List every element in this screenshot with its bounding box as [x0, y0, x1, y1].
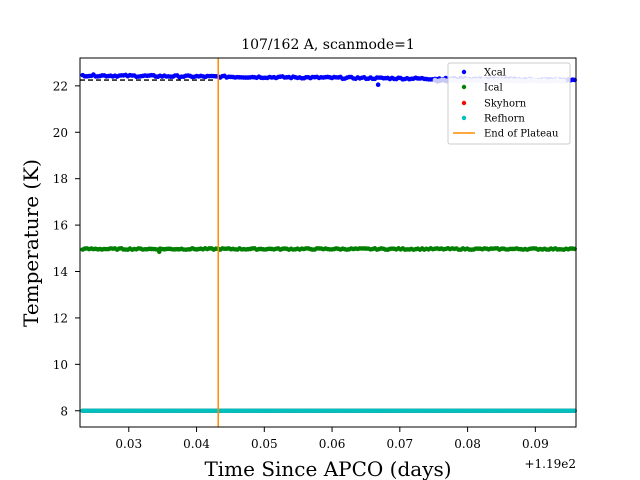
y-axis-title: Temperature (K)	[19, 159, 43, 327]
y-tick-label: 12	[53, 311, 68, 325]
y-tick-label: 10	[53, 358, 68, 372]
chart-title: 107/162 A, scanmode=1	[241, 37, 415, 53]
x-tick-label: 0.06	[319, 437, 346, 451]
x-tick-label: 0.08	[454, 437, 481, 451]
x-axis-title: Time Since APCO (days)	[204, 457, 451, 480]
y-tick-label: 8	[60, 404, 68, 418]
y-tick-label: 22	[53, 79, 68, 93]
legend-label-skyhorn: Skyhorn	[484, 99, 527, 110]
y-tick-label: 16	[53, 219, 68, 233]
legend-label-refhorn: Refhorn	[484, 114, 525, 125]
plot-frame	[79, 57, 577, 428]
point-ical-outlier	[156, 249, 162, 255]
y-tick-label: 18	[53, 172, 68, 186]
legend-marker-xcal	[461, 69, 467, 75]
legend-label-end-of-plateau: End of Plateau	[484, 129, 559, 140]
legend-frame	[447, 62, 571, 145]
legend: Xcal Ical Skyhorn Refhorn End of Plateau	[447, 62, 571, 145]
point-xcal-outlier	[375, 82, 381, 87]
legend-marker-refhorn	[461, 115, 467, 121]
y-tick-label: 14	[53, 265, 69, 279]
x-tick-label: 0.07	[386, 437, 413, 451]
ticks-layer: 0.03 0.04 0.05 0.06 0.07 0.08 0.09 8 10 12 14 16 18 2…	[53, 79, 549, 451]
x-tick-label: 0.09	[522, 437, 549, 451]
legend-marker-ical	[461, 84, 467, 90]
legend-label-ical: Ical	[484, 83, 503, 94]
x-tick-label: 0.05	[251, 437, 278, 451]
x-tick-label: 0.04	[183, 437, 210, 451]
legend-label-xcal: Xcal	[484, 68, 506, 79]
y-tick-label: 20	[53, 126, 68, 140]
x-offset-label: +1.19e2	[524, 457, 576, 471]
x-tick-label: 0.03	[115, 437, 142, 451]
legend-marker-skyhorn	[461, 100, 467, 106]
